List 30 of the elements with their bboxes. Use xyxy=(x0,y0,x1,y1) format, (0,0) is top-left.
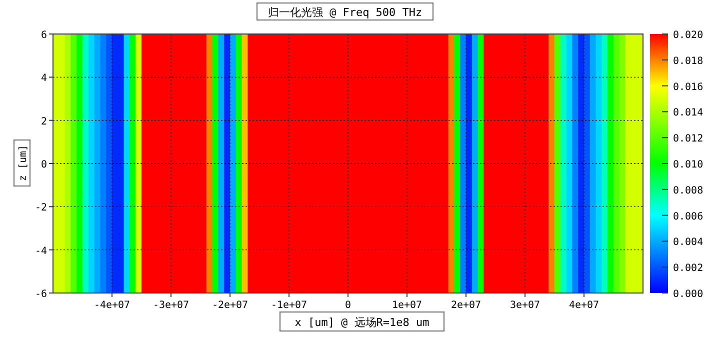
y-tick-label: -4 xyxy=(34,246,47,257)
y-tick-label: 6 xyxy=(40,30,47,41)
x-tick-label: 1e+07 xyxy=(392,300,422,311)
color-bar-label: 0.004 xyxy=(673,237,704,248)
chart-title: 归一化光强 @ Freq 500 THz xyxy=(268,6,422,19)
color-bar-label: 0.010 xyxy=(673,160,704,170)
color-bar-label: 0.006 xyxy=(673,211,704,222)
color-bar-label: 0.016 xyxy=(673,82,704,93)
color-bar-label: 0.020 xyxy=(673,30,704,41)
x-tick-label: -1e+07 xyxy=(270,300,308,311)
y-tick-label: -2 xyxy=(34,202,47,214)
x-axis-title: x [um] @ 远场R=1e8 um xyxy=(294,316,430,329)
y-axis-title: z [um] xyxy=(18,144,29,182)
color-bar-label: 0.008 xyxy=(673,185,704,196)
y-tick-label: 4 xyxy=(40,73,47,84)
y-tick-label: -6 xyxy=(34,289,47,300)
x-tick-label: 4e+07 xyxy=(568,300,600,311)
color-bar-label: 0.002 xyxy=(673,263,704,274)
y-tick-label: 2 xyxy=(40,116,47,128)
color-bar-label: 0.018 xyxy=(673,56,704,67)
y-tick-label: 0 xyxy=(40,160,47,170)
x-tick-label: -3e+07 xyxy=(152,300,190,311)
x-tick-label: 2e+07 xyxy=(450,300,482,311)
color-bar-label: 0.000 xyxy=(673,289,704,300)
color-bar-label: 0.014 xyxy=(673,108,704,119)
x-tick-label: 0 xyxy=(344,300,352,311)
x-tick-label: -2e+07 xyxy=(212,300,248,311)
x-tick-label: -4e+07 xyxy=(94,300,130,311)
x-tick-label: 3e+07 xyxy=(510,300,540,311)
color-bar-label: 0.012 xyxy=(673,134,704,145)
